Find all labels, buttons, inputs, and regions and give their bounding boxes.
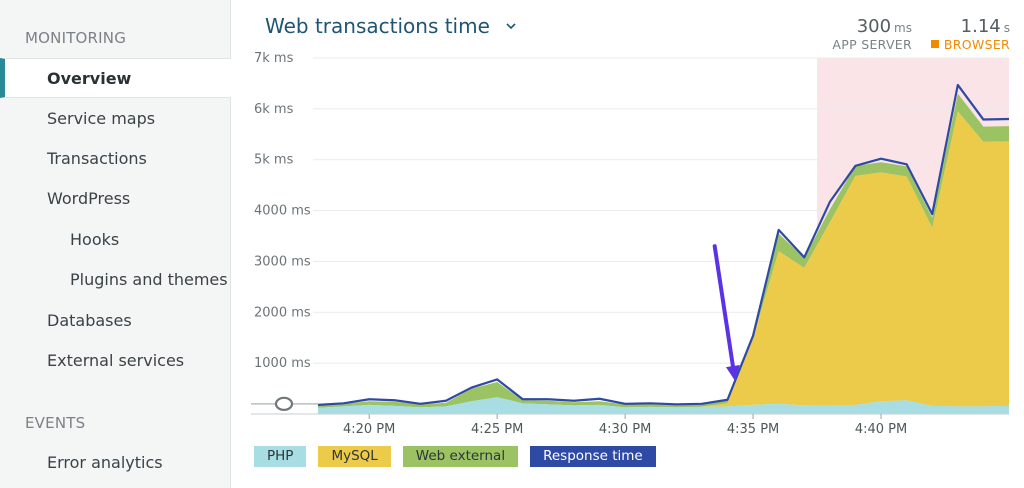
range-handle (274, 396, 294, 411)
series-area-mysql (318, 111, 1009, 408)
y-tick-label: 3000 ms (254, 254, 311, 269)
sidebar: MONITORING Overview Service maps Transac… (0, 0, 231, 488)
y-tick-label: 1000 ms (254, 356, 311, 371)
sidebar-item-label: External services (47, 351, 185, 370)
browser-label: BROWSER (943, 37, 1010, 52)
annotation-arrow-head (725, 365, 740, 381)
legend-item-web-external[interactable]: Web external (402, 446, 519, 467)
browser-metric: 1.14 s BROWSER (930, 16, 1010, 52)
chart-title-dropdown[interactable]: Web transactions time (265, 14, 518, 38)
sidebar-item-label: Service maps (47, 109, 156, 128)
sidebar-item-wordpress[interactable]: WordPress (0, 179, 231, 219)
y-tick-label: 7k ms (254, 51, 294, 66)
sidebar-item-label: Transactions (47, 149, 147, 168)
y-tick-label: 6k ms (254, 102, 294, 117)
y-tick-label: 5k ms (254, 153, 294, 168)
sidebar-item-label: Databases (47, 311, 132, 330)
sidebar-item-service-maps[interactable]: Service maps (0, 99, 231, 139)
series-line-response-time (317, 83, 1010, 406)
chevron-down-icon (506, 23, 516, 30)
legend-item-response-time[interactable]: Response time (530, 446, 656, 467)
y-tick-label: 2000 ms (254, 305, 311, 320)
x-tick-label: 4:30 PM (599, 422, 651, 437)
browser-value: 1.14 (960, 16, 1001, 37)
sidebar-item-hooks[interactable]: Hooks (0, 220, 231, 260)
app-server-value: 300 (856, 16, 892, 37)
sidebar-item-databases[interactable]: Databases (0, 301, 231, 341)
x-tick-label: 4:35 PM (727, 422, 779, 437)
x-tick-label: 4:40 PM (855, 422, 907, 437)
sidebar-item-label: Overview (47, 69, 132, 88)
sidebar-item-label: Error analytics (47, 453, 163, 472)
sidebar-item-external-services[interactable]: External services (0, 341, 231, 381)
browser-unit: s (1003, 21, 1010, 35)
chart-legend: PHP MySQL Web external Response time (254, 446, 656, 467)
sidebar-item-transactions[interactable]: Transactions (0, 139, 231, 179)
sidebar-item-plugins-and-themes[interactable]: Plugins and themes (0, 260, 231, 300)
legend-item-php[interactable]: PHP (254, 446, 307, 467)
sidebar-item-label: Plugins and themes (70, 270, 228, 289)
browser-square-icon (930, 40, 939, 48)
web-transactions-chart: 1000 ms 2000 ms 3000 ms 4000 ms 5k ms 6k ms 7k… (251, 51, 1010, 437)
app-server-metric: 300 ms APP SERVER (832, 16, 912, 52)
sidebar-item-label: Hooks (70, 230, 120, 249)
sidebar-item-label: WordPress (47, 189, 131, 208)
legend-item-mysql[interactable]: MySQL (318, 446, 391, 467)
x-tick-label: 4:20 PM (343, 422, 395, 437)
legend-label: MySQL (331, 448, 378, 464)
legend-label: Response time (543, 448, 643, 464)
series-area-php (318, 397, 1009, 414)
legend-label: Web external (415, 448, 506, 464)
annotation-arrow-shaft (712, 244, 735, 369)
sidebar-item-overview[interactable]: Overview (0, 58, 231, 98)
y-tick-label: 4000 ms (254, 204, 311, 219)
monitoring-section-header: MONITORING (25, 29, 127, 47)
sidebar-item-error-analytics[interactable]: Error analytics (0, 443, 231, 483)
chart-title: Web transactions time (265, 14, 490, 38)
legend-label: PHP (267, 448, 294, 464)
app-server-label: APP SERVER (832, 37, 912, 52)
events-section-header: EVENTS (25, 414, 86, 432)
app-server-unit: ms (894, 21, 912, 35)
x-tick-label: 4:25 PM (471, 422, 523, 437)
